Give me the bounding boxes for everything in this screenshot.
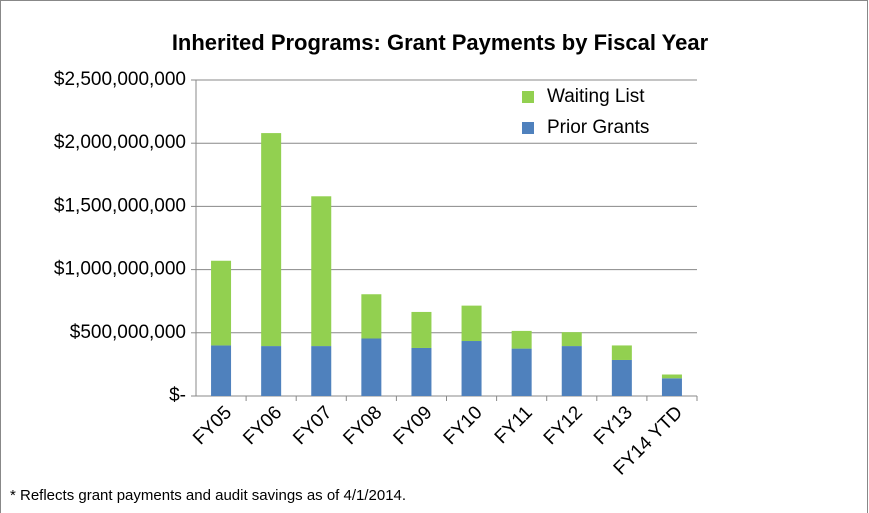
bar-segment — [511, 348, 532, 396]
legend-swatch — [522, 122, 534, 134]
bar-segment — [411, 347, 432, 396]
bar-segment — [511, 330, 532, 349]
y-tick-label: $2,000,000,000 — [54, 132, 186, 153]
legend-label: Prior Grants — [547, 117, 649, 138]
bar-segment — [361, 294, 382, 339]
y-tick-label: $1,500,000,000 — [54, 195, 186, 216]
y-tick-label: $500,000,000 — [70, 322, 186, 343]
bar-segment — [311, 346, 332, 396]
y-tick-label: $2,500,000,000 — [54, 69, 186, 90]
y-tick-label: $1,000,000,000 — [54, 259, 186, 280]
bar-segment — [361, 338, 382, 396]
bar-segment — [261, 346, 282, 396]
footnote: * Reflects grant payments and audit savi… — [10, 487, 406, 504]
bar-segment — [661, 378, 682, 396]
bar-segment — [211, 260, 232, 346]
chart-title: Inherited Programs: Grant Payments by Fi… — [172, 30, 709, 55]
bar-segment — [611, 359, 632, 396]
bar-segment — [261, 133, 282, 347]
legend-swatch — [522, 91, 534, 103]
y-tick-label: $- — [169, 385, 186, 406]
bar-segment — [461, 341, 482, 396]
bar-segment — [411, 311, 432, 348]
bar-segment — [461, 305, 482, 342]
bar-segment — [311, 196, 332, 347]
bar-segment — [661, 374, 682, 379]
bar-segment — [611, 345, 632, 360]
legend-label: Waiting List — [547, 86, 645, 107]
bar-segment — [561, 346, 582, 396]
bar-segment — [561, 332, 582, 347]
bar-segment — [211, 345, 232, 396]
